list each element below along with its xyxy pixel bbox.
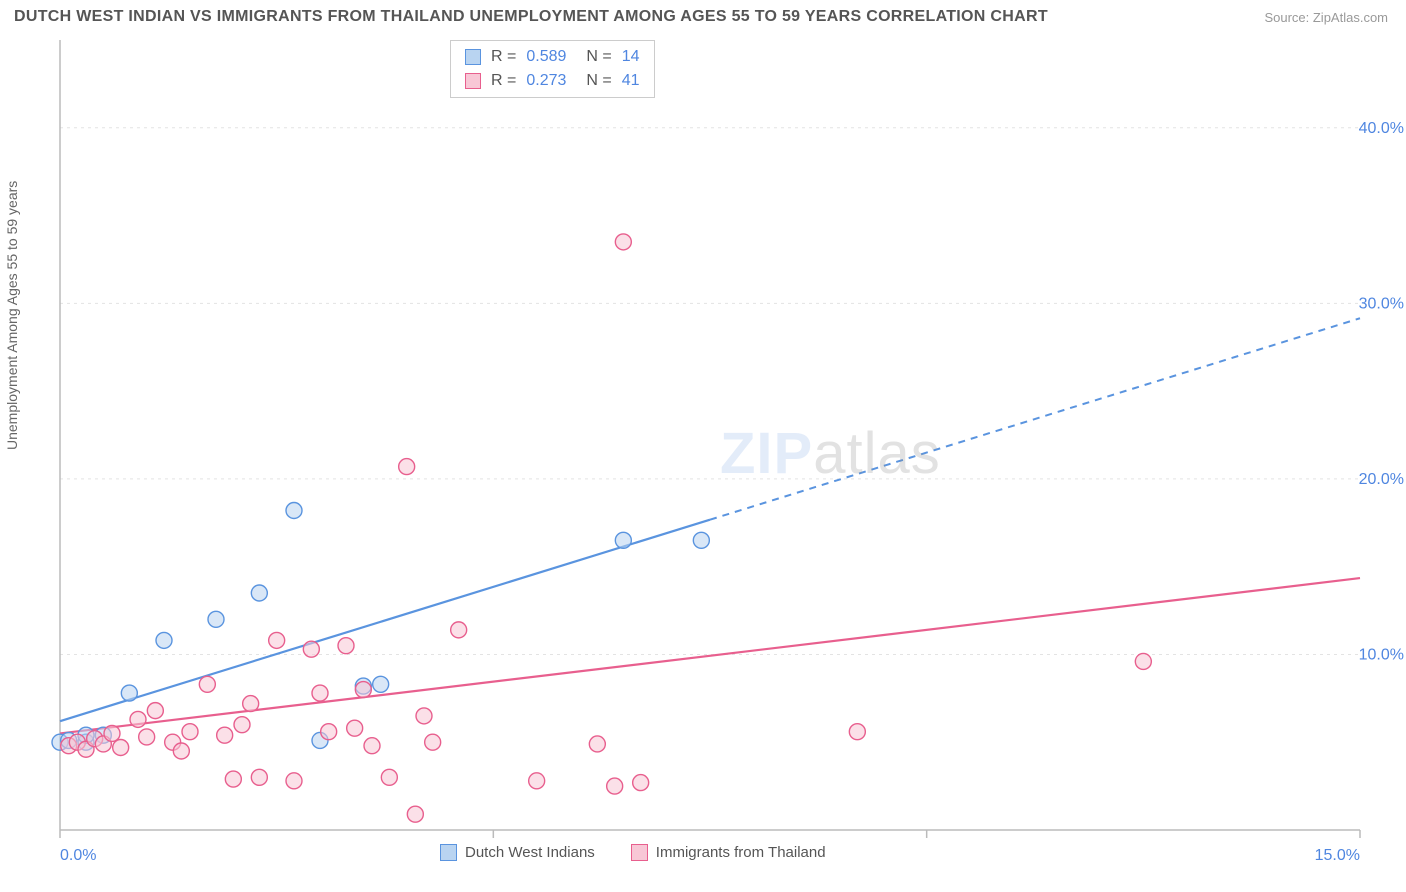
legend-item: Dutch West Indians [440, 844, 595, 861]
bottom-legend: Dutch West Indians Immigrants from Thail… [440, 844, 826, 861]
svg-text:40.0%: 40.0% [1359, 120, 1404, 137]
legend-label: Dutch West Indians [465, 844, 595, 861]
swatch-icon [465, 73, 481, 89]
stats-row-series-1: R = 0.273 N = 41 [465, 69, 640, 93]
scatter-chart: 10.0% 20.0% 30.0% 40.0% 0.0% 15.0% [0, 0, 1406, 892]
stats-row-series-0: R = 0.589 N = 14 [465, 45, 640, 69]
svg-text:15.0%: 15.0% [1315, 847, 1360, 864]
svg-text:10.0%: 10.0% [1359, 646, 1404, 663]
stats-legend: R = 0.589 N = 14 R = 0.273 N = 41 [450, 40, 655, 98]
swatch-icon [631, 844, 648, 861]
legend-item: Immigrants from Thailand [631, 844, 826, 861]
svg-text:0.0%: 0.0% [60, 847, 96, 864]
swatch-icon [465, 49, 481, 65]
svg-text:20.0%: 20.0% [1359, 471, 1404, 488]
svg-text:30.0%: 30.0% [1359, 295, 1404, 312]
swatch-icon [440, 844, 457, 861]
legend-label: Immigrants from Thailand [656, 844, 826, 861]
